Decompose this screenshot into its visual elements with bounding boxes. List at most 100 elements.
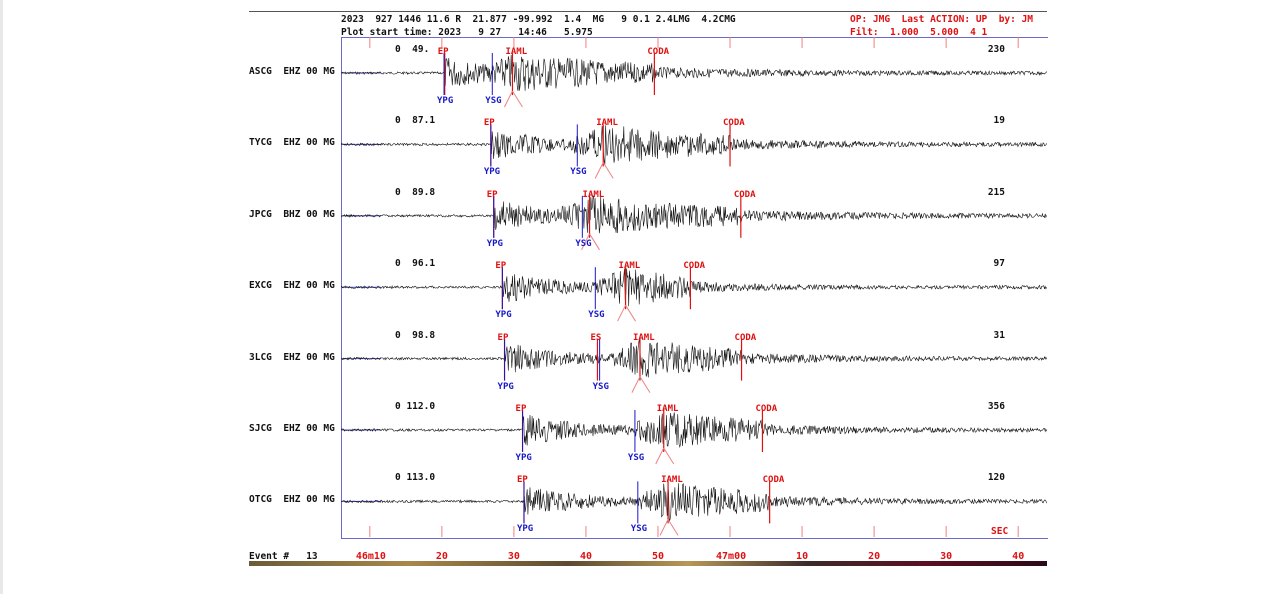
x-tick-label: 46m10 bbox=[355, 551, 386, 562]
amplitude-marker bbox=[594, 162, 604, 179]
phase-pick-ysg[interactable]: YSG bbox=[627, 453, 645, 463]
station-label[interactable]: TYCG EHZ 00 MG bbox=[249, 137, 335, 149]
window-left-border bbox=[0, 0, 3, 594]
phase-pick-ep[interactable]: EP bbox=[486, 189, 498, 200]
phase-pick-coda[interactable]: CODA bbox=[647, 47, 670, 57]
trace-count: 215 bbox=[987, 186, 1005, 198]
trace-count: 230 bbox=[987, 44, 1005, 55]
phase-pick-ypg[interactable]: YPG bbox=[497, 381, 514, 392]
amplitude-marker bbox=[602, 162, 614, 179]
amplitude-marker bbox=[659, 519, 669, 536]
x-tick-label: 10 bbox=[796, 551, 809, 562]
trace-amplitude: 0 89.8 bbox=[395, 186, 436, 198]
amplitude-marker bbox=[625, 304, 636, 322]
phase-pick-coda[interactable]: CODA bbox=[683, 261, 706, 272]
trace-amplitude: 0 49. bbox=[395, 44, 430, 55]
phase-pick-es[interactable]: ES bbox=[590, 332, 602, 343]
phase-pick-iaml[interactable]: IAML bbox=[505, 47, 528, 57]
waveform-trace bbox=[341, 339, 1047, 378]
phase-pick-iaml[interactable]: IAML bbox=[656, 404, 679, 414]
phase-pick-ypg[interactable]: YPG bbox=[486, 238, 503, 249]
event-number: Event # 13 bbox=[249, 551, 318, 562]
phase-pick-coda[interactable]: CODA bbox=[734, 332, 757, 343]
amplitude-marker bbox=[631, 376, 641, 393]
plot-frame bbox=[341, 37, 1048, 539]
x-tick-label: 50 bbox=[651, 551, 665, 562]
amplitude-marker bbox=[504, 90, 513, 108]
amplitude-marker bbox=[589, 233, 600, 251]
phase-pick-iaml[interactable]: IAML bbox=[661, 475, 683, 486]
trace-amplitude: 0 96.1 bbox=[395, 258, 436, 270]
station-label[interactable]: OTCG EHZ 00 MG bbox=[249, 494, 335, 506]
phase-pick-ypg[interactable]: YPG bbox=[495, 310, 512, 321]
phase-pick-iaml[interactable]: IAML bbox=[618, 261, 641, 272]
trace-amplitude: 0 112.0 bbox=[395, 401, 436, 412]
trace-count: 356 bbox=[987, 401, 1005, 412]
seconds-unit-label: SEC bbox=[991, 526, 1009, 537]
trace-amplitude: 0 113.0 bbox=[395, 472, 436, 484]
phase-pick-ysg[interactable]: YSG bbox=[592, 381, 609, 392]
trace-amplitude: 0 98.8 bbox=[395, 329, 436, 341]
x-tick-label: 30 bbox=[507, 551, 520, 562]
seismogram-plot[interactable]: 2023 927 1446 11.6 R 21.877 -99.992 1.4 … bbox=[249, 8, 1048, 566]
waveform-trace bbox=[341, 268, 1047, 307]
phase-pick-ysg[interactable]: YSG bbox=[485, 96, 502, 106]
trace-overlay bbox=[341, 37, 1047, 537]
amplitude-marker bbox=[655, 447, 665, 465]
phase-pick-ep[interactable]: EP bbox=[437, 47, 449, 57]
phase-pick-ypg[interactable]: YPG bbox=[483, 167, 501, 178]
phase-pick-ep[interactable]: EP bbox=[483, 118, 495, 129]
phase-pick-coda[interactable]: CODA bbox=[733, 189, 756, 200]
waveform-trace bbox=[341, 412, 1047, 449]
waveform-trace bbox=[341, 125, 1047, 165]
amplitude-marker bbox=[639, 376, 651, 393]
station-label[interactable]: ASCG EHZ 00 MG bbox=[249, 66, 335, 77]
phase-pick-ypg[interactable]: YPG bbox=[515, 453, 532, 463]
event-summary-line: 2023 927 1446 11.6 R 21.877 -99.992 1.4 … bbox=[341, 14, 736, 25]
phase-pick-iaml[interactable]: IAML bbox=[632, 332, 655, 343]
header-rule bbox=[249, 11, 1047, 12]
amplitude-marker bbox=[512, 90, 523, 108]
plot-start-time: Plot start time: 2023 9 27 14:46 5.975 bbox=[341, 27, 593, 38]
trace-count: 31 bbox=[993, 329, 1005, 341]
waveform-trace bbox=[341, 483, 1047, 522]
phase-pick-coda[interactable]: CODA bbox=[723, 118, 745, 129]
time-scroll-bar[interactable] bbox=[249, 561, 1047, 566]
amplitude-marker bbox=[663, 447, 675, 465]
x-tick-label: 40 bbox=[1012, 551, 1025, 562]
x-tick-label: 47m00 bbox=[716, 551, 747, 562]
trace-count: 120 bbox=[987, 472, 1005, 484]
station-label[interactable]: EXCG EHZ 00 MG bbox=[249, 280, 335, 292]
phase-pick-coda[interactable]: CODA bbox=[762, 475, 785, 486]
amplitude-marker bbox=[667, 519, 679, 536]
phase-pick-ep[interactable]: EP bbox=[516, 475, 528, 486]
x-tick-label: 20 bbox=[435, 551, 448, 562]
phase-pick-iaml[interactable]: IAML bbox=[596, 118, 618, 129]
station-label[interactable]: SJCG EHZ 00 MG bbox=[249, 423, 335, 434]
trace-amplitude: 0 87.1 bbox=[395, 115, 436, 127]
phase-pick-ysg[interactable]: YSG bbox=[575, 238, 592, 249]
phase-pick-coda[interactable]: CODA bbox=[755, 404, 778, 414]
waveform-trace bbox=[341, 195, 1047, 234]
station-label[interactable]: JPCG BHZ 00 MG bbox=[249, 208, 335, 220]
trace-count: 97 bbox=[993, 258, 1005, 270]
amplitude-marker bbox=[617, 304, 627, 322]
trace-count: 19 bbox=[993, 115, 1005, 127]
phase-pick-ypg[interactable]: YPG bbox=[516, 524, 534, 535]
phase-pick-ep[interactable]: EP bbox=[515, 404, 527, 414]
x-tick-label: 20 bbox=[868, 551, 881, 562]
amplitude-marker bbox=[581, 233, 590, 251]
phase-pick-ypg[interactable]: YPG bbox=[437, 96, 454, 106]
phase-pick-iaml[interactable]: IAML bbox=[582, 189, 605, 200]
x-tick-label: 30 bbox=[940, 551, 953, 562]
operator-status: OP: JMG Last ACTION: UP by: JM bbox=[850, 14, 1034, 25]
x-tick-label: 40 bbox=[579, 551, 592, 562]
phase-pick-ysg[interactable]: YSG bbox=[588, 310, 605, 321]
phase-pick-ep[interactable]: EP bbox=[495, 261, 507, 272]
station-label[interactable]: 3LCG EHZ 00 MG bbox=[249, 351, 335, 363]
phase-pick-ep[interactable]: EP bbox=[497, 332, 509, 343]
phase-pick-ysg[interactable]: YSG bbox=[630, 524, 648, 535]
phase-pick-ysg[interactable]: YSG bbox=[570, 167, 587, 178]
waveform-trace bbox=[341, 54, 1047, 91]
filter-settings: Filt: 1.000 5.000 4 1 bbox=[850, 27, 988, 38]
